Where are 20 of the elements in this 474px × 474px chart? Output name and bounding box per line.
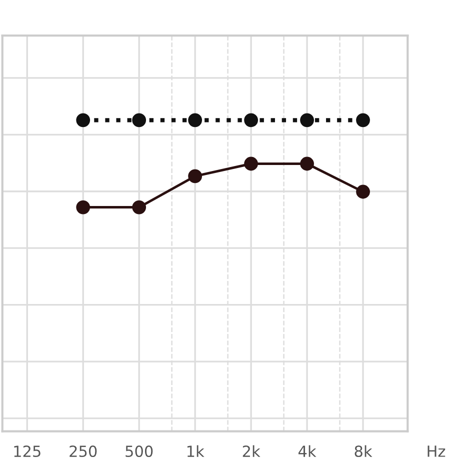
x-tick-label: 1k xyxy=(187,445,204,457)
point xyxy=(300,113,314,128)
point xyxy=(132,113,146,128)
x-tick-label: 125 xyxy=(14,446,40,458)
x-tick-label: 2k xyxy=(242,445,260,457)
point xyxy=(188,169,202,184)
point xyxy=(132,200,146,214)
x-tick-label: 8k xyxy=(354,445,372,458)
point xyxy=(356,113,370,128)
point xyxy=(188,113,202,128)
point xyxy=(244,113,258,128)
point xyxy=(76,200,90,214)
x-axis-title: Hz xyxy=(428,446,446,457)
point xyxy=(356,184,370,199)
point xyxy=(300,156,314,171)
x-tick-label: 4k xyxy=(298,445,316,457)
point xyxy=(244,156,258,171)
x-tick-label: 250 xyxy=(70,446,97,458)
x-tick-label: 500 xyxy=(126,446,153,458)
point xyxy=(76,113,90,128)
